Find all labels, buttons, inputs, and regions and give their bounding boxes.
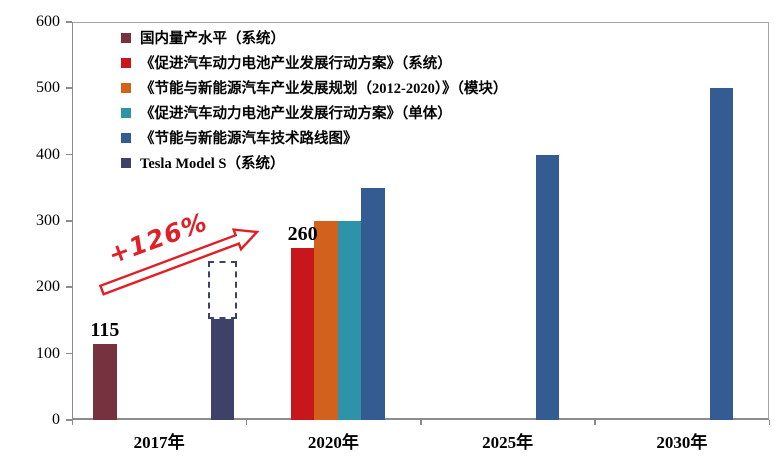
bar-value-label: 115 [90, 318, 120, 341]
x-axis-tick-mark [594, 420, 596, 425]
x-axis-tick-mark [768, 420, 770, 425]
plot-area [72, 22, 769, 420]
legend-swatch-icon [121, 107, 131, 118]
dashed-projection-bar [208, 260, 237, 319]
y-axis-tick-mark [66, 286, 72, 288]
y-axis-tick-mark [66, 21, 72, 23]
y-axis-tick-label: 400 [36, 145, 60, 163]
bar-series3-cat2 [314, 221, 338, 420]
x-axis-category-label: 2017年 [133, 433, 185, 452]
legend-item: 国内量产水平（系统） [121, 25, 507, 50]
legend-swatch-icon [121, 132, 131, 143]
x-axis-tick-mark [420, 420, 422, 425]
bar-value-label: 260 [287, 222, 318, 245]
legend-item-label: 《促进汽车动力电池产业发展行动方案》（单体） [140, 106, 452, 122]
bar-series1-cat1 [93, 343, 117, 420]
y-axis-tick-label: 100 [36, 344, 60, 362]
legend-swatch-icon [121, 32, 131, 43]
y-axis-tick-label: 300 [36, 212, 60, 229]
legend-swatch-icon [121, 82, 131, 93]
legend-item: 《促进汽车动力电池产业发展行动方案》（系统） [121, 50, 507, 75]
legend-item-label: 《节能与新能源汽车产业发展规划（2012-2020）》（模块） [140, 81, 508, 97]
y-axis-tick-mark [66, 419, 72, 421]
x-axis-category-label: 2030年 [656, 433, 708, 452]
y-axis-tick-mark [66, 352, 72, 355]
legend-swatch-icon [121, 57, 131, 68]
bar-series5-cat4 [709, 88, 734, 420]
legend-item-label: Tesla Model S（系统） [140, 156, 285, 172]
legend-item: 《节能与新能源汽车技术路线图》 [121, 125, 507, 150]
y-axis-tick-label: 0 [52, 411, 60, 428]
y-axis-tick-mark [66, 220, 72, 222]
bar-series4-cat2 [337, 221, 362, 420]
y-axis-tick-mark [66, 153, 72, 156]
bar-series5-cat2 [361, 187, 385, 420]
legend-item-label: 《促进汽车动力电池产业发展行动方案》（系统） [140, 56, 452, 72]
bar-series5-cat3 [535, 154, 560, 420]
growth-arrow-icon [98, 228, 260, 296]
x-axis-category-label: 2025年 [482, 433, 534, 452]
legend-item-label: 《节能与新能源汽车技术路线图》 [140, 131, 358, 147]
bar-series2-cat2 [290, 247, 315, 420]
legend-swatch-icon [121, 157, 131, 168]
legend-item: Tesla Model S（系统） [121, 150, 507, 175]
y-axis-tick-label: 600 [36, 13, 60, 30]
y-axis-tick-mark [66, 87, 72, 89]
legend-item-label: 国内量产水平（系统） [140, 31, 285, 47]
x-axis-category-label: 2020年 [307, 433, 359, 452]
x-axis-tick-mark [245, 420, 248, 425]
legend-item: 《促进汽车动力电池产业发展行动方案》（单体） [121, 100, 507, 125]
y-axis-tick-label: 500 [36, 79, 60, 97]
bar-series6-cat1 [210, 313, 235, 420]
x-axis-tick-mark [71, 420, 73, 425]
legend-item: 《节能与新能源汽车产业发展规划（2012-2020）》（模块） [121, 75, 507, 100]
y-axis-tick-label: 200 [36, 278, 60, 296]
legend: 国内量产水平（系统） 《促进汽车动力电池产业发展行动方案》（系统） 《节能与新能源汽… [121, 25, 507, 175]
bars-layer [72, 22, 769, 420]
